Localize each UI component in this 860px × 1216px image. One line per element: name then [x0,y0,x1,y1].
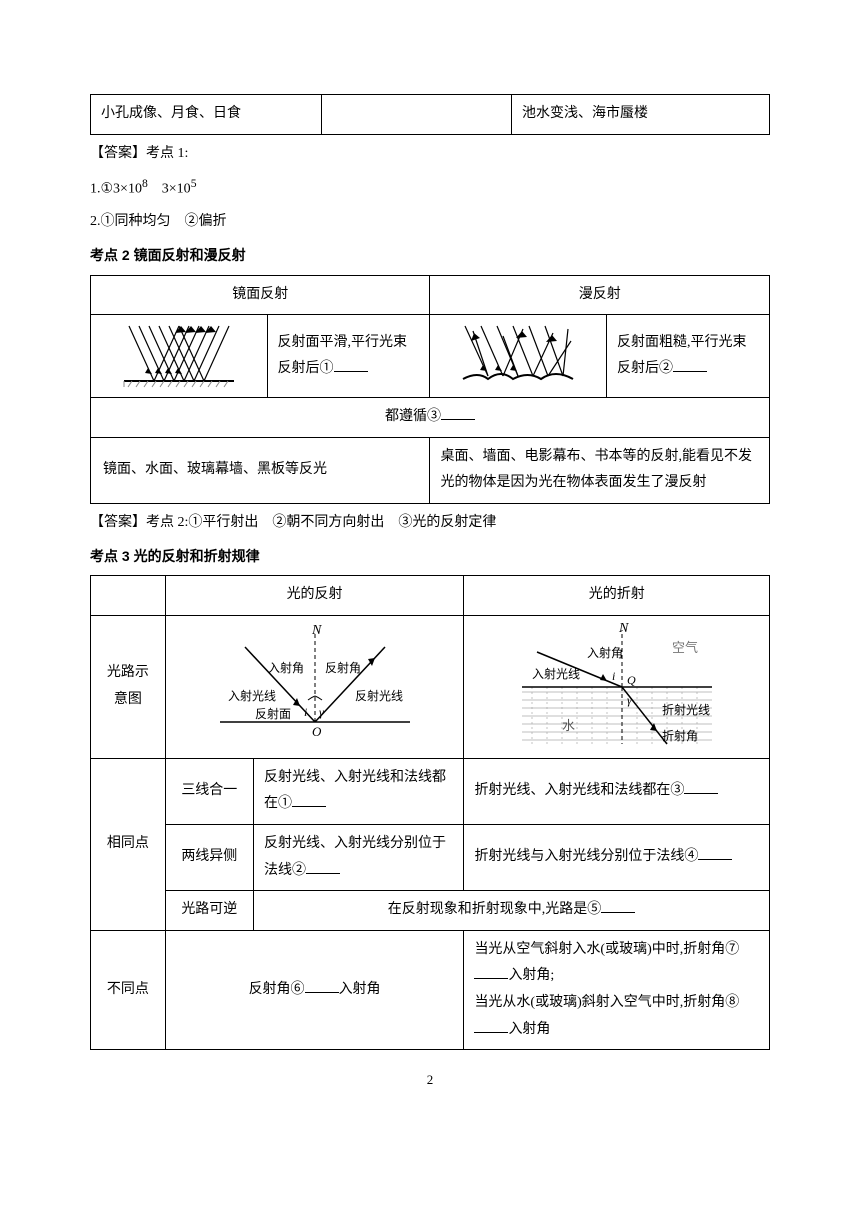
answer-1-line3: 2.①同种均匀 ②偏折 [90,209,770,236]
head: 光的折射 [589,587,645,602]
txt: 1.①3×10 [90,182,142,197]
svg-text:γ: γ [627,693,632,707]
svg-text:折射角: 折射角 [662,728,698,743]
kp2-table: 镜面反射 漫反射 [90,275,770,504]
txt: 当光从空气斜射入水(或玻璃)中时,折射角⑦ [474,942,739,957]
svg-text:反射角: 反射角 [325,660,361,675]
blank-1 [334,358,368,372]
cell: 池水变浅、海市蜃楼 [522,106,648,121]
svg-text:入射光线: 入射光线 [532,666,580,681]
sublabel: 两线异侧 [181,849,237,864]
sup: 5 [191,177,197,190]
head: 镜面反射 [232,287,288,302]
answer-1-label: 【答案】考点 1: [90,141,770,168]
txt: 折射光线、入射光线和法线都在③ [474,783,684,798]
page-number: 2 [90,1068,770,1093]
answer-1-line2: 1.①3×108 3×105 [90,173,770,203]
svg-text:入射角: 入射角 [268,660,304,675]
blank [698,846,732,860]
svg-text:Q: Q [627,673,636,687]
txt: 折射光线与入射光线分别位于法线④ [474,849,698,864]
head: 漫反射 [579,287,621,302]
label: 相同点 [107,836,149,851]
blank [306,860,340,874]
txt: 镜面、水面、玻璃幕墙、黑板等反光 [103,462,327,477]
blank [474,965,508,979]
txt: 桌面、墙面、电影幕布、书本等的反射,能看见不发光的物体是因为光在物体表面发生了漫… [440,449,752,491]
kp2-title: 考点 2 镜面反射和漫反射 [90,242,770,269]
svg-text:i: i [612,669,615,683]
label: 光路示意图 [107,665,149,707]
sublabel: 三线合一 [181,783,237,798]
svg-text:反射光线: 反射光线 [355,688,403,703]
svg-text:i: i [304,705,307,719]
txt: 都遵循③ [385,409,441,424]
txt: 入射角; [508,968,554,983]
blank [474,1019,508,1033]
txt: 反射角⑥ [249,982,305,997]
kp2-answer: 【答案】考点 2:①平行射出 ②朝不同方向射出 ③光的反射定律 [90,510,770,537]
refraction-diagram-icon: N 入射角 入射光线 空气 水 i Q γ 折射光线 折射角 [502,622,732,752]
blank-3 [441,406,475,420]
sublabel: 光路可逆 [181,902,237,917]
top-table: 小孔成像、月食、日食 池水变浅、海市蜃楼 [90,94,770,135]
blank [684,780,718,794]
svg-text:入射光线: 入射光线 [228,688,276,703]
specular-reflection-icon [114,321,244,391]
svg-text:N: N [311,623,322,638]
svg-text:反射面: 反射面 [255,706,291,721]
kp3-title: 考点 3 光的反射和折射规律 [90,543,770,570]
label: 不同点 [107,982,149,997]
svg-text:N: N [618,622,629,636]
svg-text:O: O [312,724,322,739]
kp3-table: 光的反射 光的折射 光路示意图 N 入射角 反射角 入射光线 反射光线 反射面 … [90,575,770,1050]
cell: 小孔成像、月食、日食 [101,106,241,121]
svg-text:空气: 空气 [672,640,698,655]
txt: 入射角 [508,1022,550,1037]
diffuse-reflection-icon [453,321,583,391]
svg-text:γ: γ [319,705,324,719]
txt: 反射光线、入射光线分别位于法线② [264,836,446,878]
reflection-diagram-icon: N 入射角 反射角 入射光线 反射光线 反射面 i γ O [200,622,430,752]
blank-2 [673,358,707,372]
blank [292,793,326,807]
txt: 3×10 [148,182,191,197]
head: 光的反射 [287,587,343,602]
txt: 在反射现象和折射现象中,光路是⑤ [388,902,602,917]
svg-text:水: 水 [562,718,575,733]
svg-text:折射光线: 折射光线 [662,702,710,717]
svg-text:入射角: 入射角 [587,645,623,660]
blank [305,979,339,993]
txt: 入射角 [339,982,381,997]
txt: 当光从水(或玻璃)斜射入空气中时,折射角⑧ [474,995,739,1010]
blank [601,899,635,913]
